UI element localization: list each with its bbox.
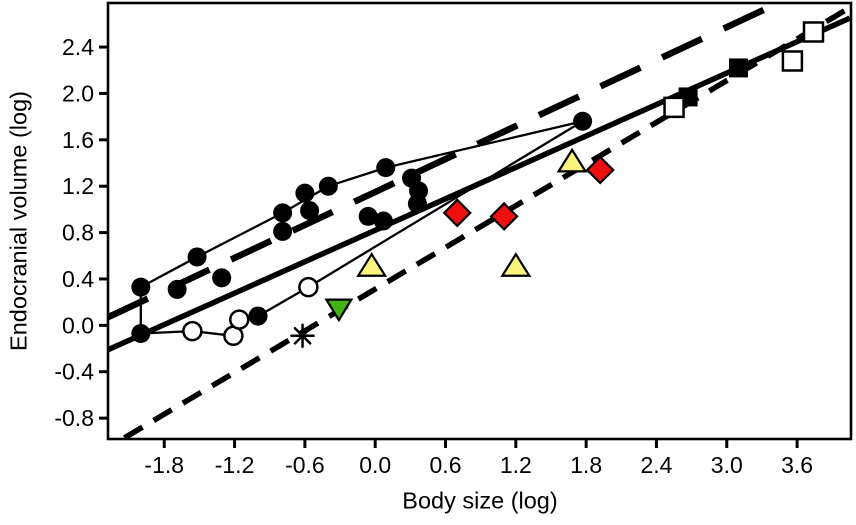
x-tick-label: -1.2 — [215, 452, 255, 478]
open-squares-marker — [663, 96, 685, 119]
y-axis-title: Endocranial volume (log) — [5, 91, 32, 351]
filled-circles-marker — [212, 268, 232, 288]
filled-circles-marker — [167, 279, 187, 299]
asterisk-point-marker — [293, 326, 312, 345]
upper-lineage-path — [139, 120, 583, 334]
y-tick-label: 0.4 — [62, 266, 94, 292]
y-tick-label: 2.4 — [62, 34, 94, 60]
filled-circles-marker — [295, 183, 315, 203]
filled-circles-marker — [273, 203, 293, 223]
yellow-triangles-marker — [556, 147, 588, 173]
open-circles-marker — [298, 276, 319, 298]
filled-circles-marker — [376, 158, 396, 178]
plot-frame — [106, 1, 853, 441]
filled-circles-marker — [131, 323, 151, 343]
y-tick-label: 1.2 — [62, 173, 94, 199]
filled-squares-marker — [728, 58, 748, 78]
filled-circles-marker — [358, 206, 378, 226]
x-tick-label: 1.8 — [570, 452, 602, 478]
open-circles-marker — [182, 320, 203, 342]
y-tick-label: -0.8 — [54, 405, 94, 431]
filled-circles-marker — [318, 176, 338, 196]
filled-circles-marker — [373, 211, 393, 231]
filled-circles-marker — [407, 194, 427, 214]
y-tick-label: -0.4 — [54, 359, 94, 385]
y-tick-label: 2.0 — [62, 80, 94, 106]
filled-circles-marker — [187, 247, 207, 267]
x-tick-label: 3.6 — [781, 452, 813, 478]
green-triangle-down-marker — [324, 298, 354, 323]
red-diamonds-marker — [585, 155, 615, 185]
open-circles-marker — [229, 309, 250, 330]
y-tick-label: 0.8 — [62, 220, 94, 246]
long-dash-regression-line — [106, 0, 780, 321]
x-tick-label: 3.0 — [711, 452, 743, 478]
open-squares-marker — [781, 50, 804, 72]
x-tick-label: 0.6 — [430, 452, 462, 478]
x-tick-label: 1.2 — [500, 452, 532, 478]
filled-circles-marker — [248, 306, 268, 326]
x-tick-label: 0.0 — [359, 452, 391, 478]
x-tick-label: -0.6 — [285, 452, 325, 478]
y-tick-label: 0.0 — [62, 312, 94, 338]
filled-circles-marker — [273, 221, 293, 241]
filled-circles-marker — [300, 201, 320, 221]
red-diamonds-marker — [442, 198, 472, 228]
x-tick-label: 2.4 — [640, 452, 672, 478]
red-diamonds-marker — [489, 201, 519, 231]
filled-circles-marker — [131, 277, 151, 297]
y-tick-label: 1.6 — [62, 127, 94, 153]
filled-circles-marker — [573, 111, 593, 131]
x-tick-label: -1.8 — [144, 452, 184, 478]
yellow-triangles-marker — [356, 252, 388, 277]
yellow-triangles-marker — [500, 252, 532, 277]
open-squares-marker — [802, 21, 825, 43]
x-axis-title: Body size (log) — [402, 487, 558, 514]
short-dash-regression-line — [123, 5, 852, 441]
